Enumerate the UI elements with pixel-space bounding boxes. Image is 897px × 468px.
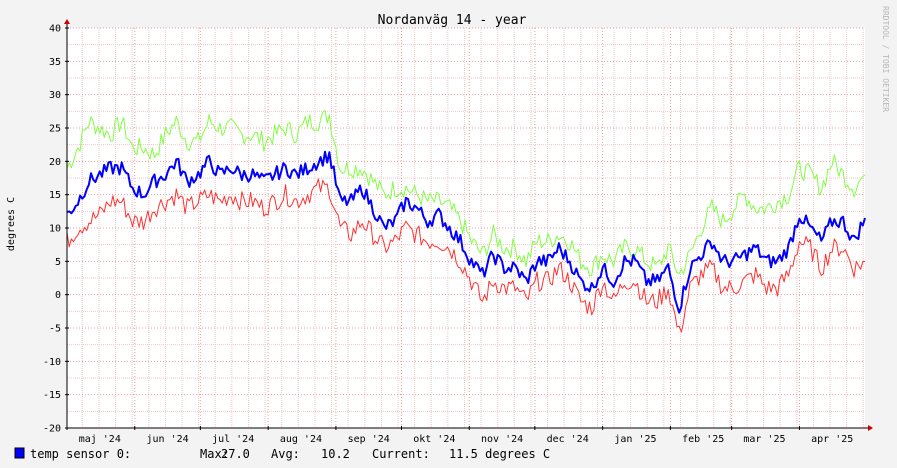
- x-tick-label: dec '24: [547, 434, 589, 445]
- x-tick-label: apr '25: [811, 434, 853, 445]
- legend-current-label: Current:: [372, 447, 430, 461]
- y-tick-label: 5: [55, 257, 61, 268]
- legend-max-value: 27.0: [221, 447, 250, 461]
- y-tick-label: 15: [49, 190, 61, 201]
- series-line-avg: [66, 150, 866, 314]
- legend-avg-value: 10.2: [321, 447, 350, 461]
- y-tick-label: -20: [43, 424, 61, 435]
- y-tick-label: 40: [49, 24, 61, 35]
- y-tick-label: 10: [49, 224, 61, 235]
- tick-layer: 40 35 30 25 20 15 10 5 0 -5 -10 -15 -20 maj '24 jun '2…: [43, 24, 853, 446]
- legend-avg-label: Avg:: [271, 447, 300, 461]
- x-tick-label: aug '24: [280, 434, 322, 445]
- x-tick-label: okt '24: [413, 434, 455, 445]
- legend: temp sensor 0: Max: 27.0 Avg: 10.2 Curre…: [14, 447, 550, 461]
- y-tick-label: 30: [49, 90, 61, 101]
- legend-series-label: temp sensor 0:: [30, 447, 131, 461]
- y-tick-label: 0: [55, 290, 61, 301]
- watermark: RRDTOOL / TOBI OETIKER: [881, 6, 890, 112]
- x-tick-label: jan '25: [614, 434, 656, 445]
- y-tick-label: 20: [49, 157, 61, 168]
- y-tick-label: 35: [49, 57, 61, 68]
- x-tick-label: maj '24: [79, 434, 121, 445]
- y-tick-label: -10: [43, 357, 61, 368]
- legend-current-value: 11.5 degrees C: [449, 447, 550, 461]
- x-tick-label: jun '24: [146, 434, 188, 445]
- y-axis-arrow: [64, 19, 70, 24]
- legend-swatch: [14, 447, 25, 459]
- x-tick-label: feb '25: [682, 434, 724, 445]
- y-axis-label: degrees C: [6, 197, 17, 251]
- chart-title: Nordanväg 14 - year: [378, 13, 527, 28]
- x-axis-arrow: [868, 425, 873, 431]
- series-line-max: [66, 110, 866, 277]
- y-tick-label: -15: [43, 390, 61, 401]
- x-tick-label: sep '24: [348, 434, 390, 445]
- y-tick-label: -5: [49, 324, 61, 335]
- x-tick-label: mar '25: [743, 434, 785, 445]
- x-tick-label: jul '24: [212, 434, 254, 445]
- series-layer: [66, 110, 866, 333]
- series-line-min: [66, 178, 866, 333]
- legend-max-label: Max:: [200, 447, 229, 461]
- y-tick-label: 25: [49, 124, 61, 135]
- x-tick-label: nov '24: [481, 434, 523, 445]
